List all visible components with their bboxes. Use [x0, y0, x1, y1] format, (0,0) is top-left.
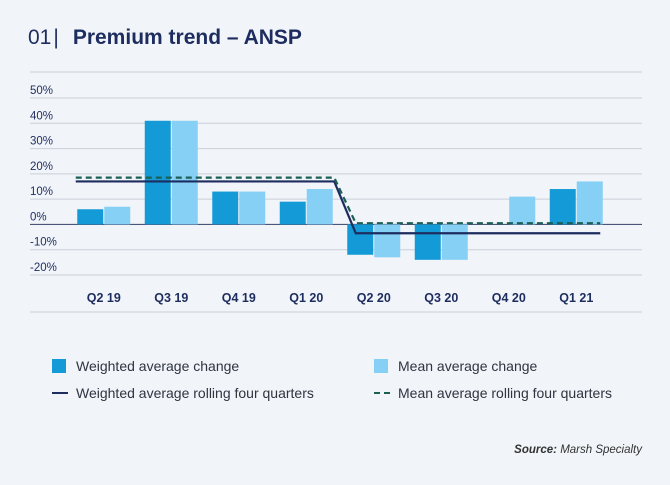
x-tick-label: Q4 20	[492, 291, 526, 305]
chart-title: Premium trend – ANSP	[72, 26, 302, 49]
title-separator: |	[53, 26, 59, 49]
bar-weighted-change	[347, 224, 374, 255]
y-tick-label: 20%	[30, 161, 53, 173]
x-tick-label: Q3 20	[424, 291, 458, 305]
x-tick-label: Q2 20	[357, 291, 391, 305]
y-tick-label: 50%	[30, 85, 53, 97]
bar-weighted-change	[144, 120, 171, 225]
bar-weighted-change	[279, 201, 306, 225]
bar-mean-change	[239, 191, 266, 225]
bar-mean-change	[576, 181, 603, 225]
bar-mean-change	[171, 120, 198, 225]
y-tick-label: 10%	[30, 186, 53, 198]
source-label: Source:	[514, 444, 557, 456]
y-tick-label: 40%	[30, 110, 53, 122]
bar-weighted-change	[414, 224, 441, 260]
bar-weighted-change	[549, 189, 576, 225]
x-tick-label: Q1 20	[289, 291, 323, 305]
source-note: Source: Marsh Specialty	[514, 444, 642, 456]
x-tick-label: Q1 21	[559, 291, 593, 305]
x-tick-label: Q2 19	[87, 291, 121, 305]
chart-number: 01	[28, 26, 52, 49]
bar-mean-change	[509, 196, 536, 225]
y-tick-label: 30%	[30, 136, 53, 148]
line-mean-rolling	[75, 176, 601, 225]
bar-mean-change	[104, 206, 131, 225]
y-tick-label: -10%	[30, 237, 57, 249]
bar-mean-change	[306, 189, 333, 225]
chart-header: 01 | Premium trend – ANSP	[28, 26, 302, 50]
x-tick-label: Q3 19	[154, 291, 188, 305]
bar-mean-change	[374, 224, 401, 258]
bar-mean-change	[441, 224, 468, 260]
bar-weighted-change	[212, 191, 239, 225]
source-text: Marsh Specialty	[560, 444, 642, 456]
x-tick-label: Q4 19	[222, 291, 256, 305]
bar-weighted-change	[77, 209, 104, 225]
line-weighted-rolling	[75, 180, 601, 235]
y-tick-label: -20%	[30, 262, 57, 274]
y-tick-label: 0%	[30, 211, 47, 223]
